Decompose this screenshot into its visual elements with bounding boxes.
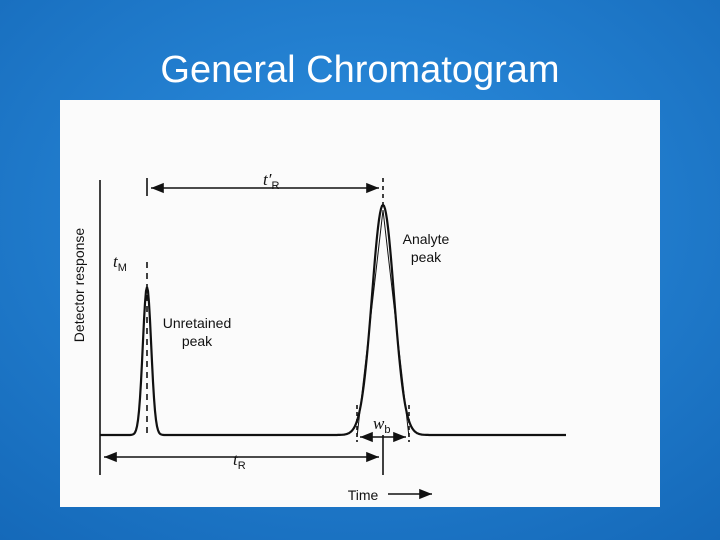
chromatogram [99, 178, 566, 500]
symbol: wb [373, 414, 390, 436]
symbol: tM [113, 252, 127, 274]
symbol: tR [233, 450, 246, 472]
peak-label: peak [182, 333, 213, 349]
trace [100, 203, 566, 437]
symbol-sub: b [384, 424, 390, 436]
peak-label: Unretained [163, 315, 232, 331]
symbol-sub: M [118, 262, 127, 274]
peak-label: Analyte [403, 231, 450, 247]
tangent [356, 209, 384, 438]
slide-title: General Chromatogram [160, 49, 559, 91]
tangent [382, 209, 410, 438]
symbol-main: t′ [263, 170, 272, 189]
symbol-main: t [113, 252, 119, 271]
symbol-sub: R [238, 460, 246, 472]
symbol: t′R [263, 170, 279, 192]
peak-label: peak [411, 249, 442, 265]
y-axis-label: Detector response [71, 228, 87, 343]
symbol-sub: R [271, 180, 279, 192]
symbol-main: t [233, 450, 239, 469]
x-axis-label: Time [348, 487, 379, 503]
symbol-main: w [373, 414, 385, 433]
